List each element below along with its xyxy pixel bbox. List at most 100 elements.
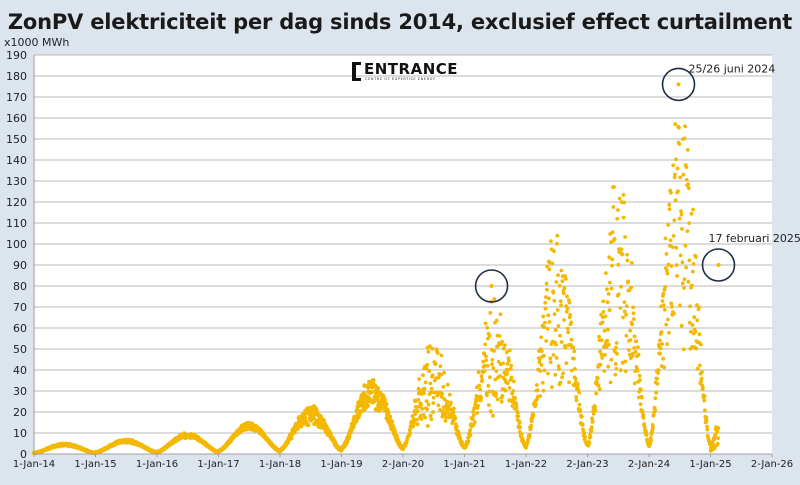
data-point <box>582 431 587 435</box>
data-point <box>657 338 662 343</box>
data-point <box>442 370 446 375</box>
data-point <box>609 357 614 362</box>
data-point <box>537 360 542 365</box>
data-point <box>612 185 616 189</box>
data-point <box>572 349 577 354</box>
data-point <box>650 423 655 427</box>
data-point <box>675 274 679 278</box>
data-point <box>531 413 536 417</box>
data-point <box>551 353 556 357</box>
data-point <box>471 413 476 418</box>
x-tick-label: 1-Jan-25 <box>689 459 731 470</box>
data-point <box>632 381 637 386</box>
data-point <box>302 415 308 421</box>
annotations: 25/26 juni 2024 17 februari 2025 <box>474 62 800 303</box>
data-point <box>636 345 640 349</box>
data-point <box>468 433 473 438</box>
y-tick-label: 190 <box>6 49 27 62</box>
data-point <box>712 446 717 450</box>
data-point <box>611 205 616 209</box>
data-point <box>630 351 635 356</box>
data-point <box>660 342 664 346</box>
data-point <box>681 172 686 177</box>
data-point <box>475 411 479 415</box>
data-point <box>509 363 514 368</box>
data-point <box>513 396 518 400</box>
logo-mark-bar <box>352 62 356 81</box>
data-point <box>681 347 686 352</box>
data-point <box>608 380 613 385</box>
data-point <box>603 314 608 319</box>
data-point <box>668 238 673 243</box>
data-point <box>563 277 568 281</box>
data-point <box>602 328 607 333</box>
data-point <box>614 345 618 350</box>
data-point <box>576 382 580 387</box>
data-point <box>512 379 516 384</box>
data-point <box>619 247 624 252</box>
data-point <box>500 394 505 398</box>
data-point <box>590 416 594 421</box>
data-point <box>514 405 519 410</box>
data-point <box>660 299 665 303</box>
data-point <box>606 364 611 369</box>
x-tick-label: 1-Jan-15 <box>74 459 116 470</box>
data-point <box>557 367 561 372</box>
data-point <box>471 423 476 427</box>
data-point <box>492 349 496 353</box>
data-point <box>552 298 557 303</box>
data-point <box>288 436 294 441</box>
data-point <box>485 393 489 398</box>
data-point <box>506 358 511 363</box>
data-point <box>715 441 720 446</box>
data-point <box>487 389 492 394</box>
data-point <box>695 318 700 323</box>
data-point <box>682 277 687 282</box>
data-point <box>545 326 550 331</box>
data-point <box>640 409 645 413</box>
x-tick-label: 1-Jan-17 <box>197 459 239 470</box>
data-point <box>680 281 685 286</box>
data-point <box>438 408 442 412</box>
data-point <box>606 292 611 296</box>
data-point <box>692 315 697 320</box>
logo-tagline: CENTRE OF EXPERTISE ENERGY <box>365 77 436 81</box>
data-point <box>693 329 698 334</box>
data-point <box>663 285 668 289</box>
data-point <box>545 287 549 292</box>
data-point <box>691 262 696 266</box>
data-point <box>713 432 718 437</box>
annotation-circle <box>701 248 736 282</box>
data-point <box>696 366 700 371</box>
data-point <box>365 403 370 409</box>
data-point <box>493 377 498 382</box>
data-point <box>622 309 627 314</box>
data-point <box>580 422 585 427</box>
data-point <box>624 304 629 308</box>
data-point <box>673 122 678 126</box>
data-point <box>644 433 649 437</box>
data-point <box>687 258 692 263</box>
data-point <box>497 334 502 338</box>
data-point <box>577 390 582 395</box>
data-point <box>498 312 503 317</box>
data-point <box>426 424 430 428</box>
data-point <box>697 305 701 310</box>
data-point <box>547 267 552 272</box>
data-point <box>644 429 648 433</box>
data-point <box>587 440 592 445</box>
data-point <box>554 356 559 360</box>
data-point <box>426 402 431 407</box>
data-point <box>558 333 562 338</box>
data-point <box>411 417 416 421</box>
data-point <box>492 297 497 301</box>
data-point <box>428 381 433 386</box>
y-tick-label: 130 <box>6 175 27 188</box>
data-point <box>565 294 569 299</box>
data-point <box>519 432 524 436</box>
data-point <box>598 362 603 367</box>
data-point <box>392 428 397 434</box>
data-point <box>556 364 561 369</box>
data-point <box>540 380 545 385</box>
data-point <box>562 286 567 291</box>
